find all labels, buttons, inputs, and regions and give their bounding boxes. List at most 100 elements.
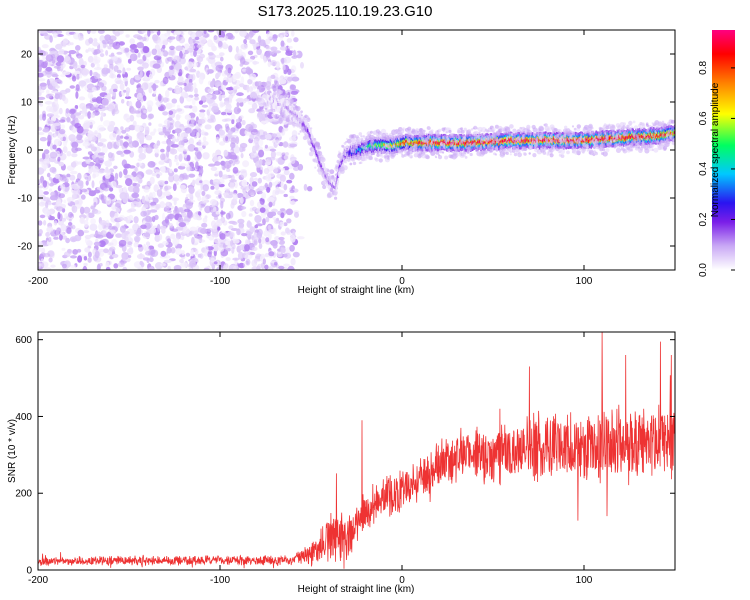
spectrogram-noise-cell [53, 220, 58, 226]
spectrogram-noise-cell [177, 144, 185, 153]
spectrogram-noise-cell [136, 59, 145, 65]
spectrogram-noise-cell [70, 255, 77, 259]
spectrogram-noise-cell [102, 228, 107, 235]
spectrogram-noise-cell [135, 100, 142, 109]
spectrogram-noise-cell [46, 113, 55, 117]
spectrogram-noise-cell [214, 190, 222, 196]
spectrogram-noise-cell [267, 196, 275, 203]
spectrogram-noise-cell [93, 38, 98, 43]
spectrogram-noise-cell [45, 232, 50, 237]
spectrogram-noise-cell [118, 239, 127, 247]
spectrogram-noise-cell [220, 111, 227, 116]
spectrogram-noise-cell [110, 180, 117, 188]
spectrogram-noise-cell [290, 84, 296, 90]
spectrogram-noise-cell [79, 73, 83, 79]
spectrogram-halo-cell [369, 156, 373, 161]
spectrogram-noise-cell [286, 179, 293, 184]
spectrogram-noise-cell [213, 238, 221, 244]
spectrogram-noise-cell [68, 109, 76, 115]
spectrogram-noise-cell [253, 238, 258, 246]
spectrogram-noise-cell [116, 216, 124, 222]
spectrogram-noise-cell [74, 147, 82, 152]
spectrogram-noise-cell [250, 55, 256, 60]
spectrogram-noise-cell [67, 198, 71, 204]
spectrogram-noise-cell [289, 244, 295, 252]
spectrogram-noise-cell [121, 232, 127, 240]
spectrogram-noise-cell [146, 100, 154, 108]
spectrogram-noise-cell [236, 97, 245, 103]
spectrogram-noise-cell [133, 235, 141, 243]
spectrogram-noise-cell [53, 104, 58, 112]
spectrogram-noise-cell [123, 77, 128, 82]
spectrogram-noise-cell [270, 74, 276, 80]
spectrogram-noise-cell [262, 258, 266, 265]
spectrogram-noise-cell [108, 152, 113, 159]
spectrogram-noise-cell [203, 267, 210, 270]
spectrogram-noise-cell [248, 73, 257, 81]
spectrogram-noise-cell [112, 88, 118, 93]
spectrogram-noise-cell [89, 69, 93, 77]
spectrogram-noise-cell [270, 211, 277, 217]
spectrogram-noise-cell [41, 44, 49, 49]
figure-title: S173.2025.110.19.23.G10 [258, 3, 433, 20]
spectrogram-noise-cell [45, 54, 54, 62]
spectrogram-noise-cell [111, 203, 116, 210]
spectrogram-noise-cell [89, 223, 98, 231]
spectrogram-noise-cell [124, 127, 131, 132]
spectrogram-noise-cell [249, 226, 256, 233]
spectrogram-noise-cell [90, 205, 96, 210]
spectrogram-noise-cell [49, 77, 54, 82]
spectrogram-noise-cell [245, 258, 251, 266]
spectrogram-noise-cell [100, 105, 106, 109]
spectrogram-noise-cell [276, 217, 280, 222]
spectrogram-noise-cell [303, 183, 308, 191]
spectrogram-noise-cell [103, 187, 109, 192]
spectrogram-noise-cell [198, 211, 202, 216]
spectrogram-noise-cell [168, 71, 173, 78]
spectrogram-noise-cell [79, 206, 85, 215]
spectrogram-noise-cell [256, 108, 262, 112]
spectrogram-noise-cell [68, 211, 73, 218]
spectrogram-noise-cell [224, 123, 230, 129]
spectrogram-noise-cell [235, 121, 242, 129]
spectrogram-noise-cell [145, 194, 150, 202]
spectrogram-noise-cell [48, 257, 53, 263]
spectrogram-noise-cell [157, 224, 161, 232]
spectrogram-noise-cell [162, 97, 169, 103]
spectrogram-noise-cell [113, 263, 119, 269]
spectrogram-noise-cell [215, 149, 222, 156]
spectrogram-noise-cell [136, 113, 141, 118]
spectrogram-noise-cell [112, 253, 119, 258]
spectrogram-noise-cell [38, 78, 46, 82]
spectrogram-noise-cell [196, 44, 202, 48]
spectrogram-halo-cell [351, 134, 357, 139]
spectrogram-noise-cell [91, 86, 97, 92]
spectrogram-noise-cell [38, 167, 45, 175]
spectrogram-noise-cell [136, 42, 144, 49]
spectrogram-noise-cell [49, 166, 57, 173]
spectrogram-noise-cell [157, 243, 165, 248]
spectrogram-noise-cell [174, 120, 181, 129]
spectrogram-noise-cell [53, 133, 57, 138]
spectrogram-noise-cell [119, 83, 125, 91]
spectrogram-noise-cell [192, 179, 196, 187]
spectrogram-noise-cell [236, 92, 244, 97]
spectrogram-noise-cell [38, 100, 42, 106]
spectrogram-noise-cell [142, 257, 150, 261]
spectrogram-noise-cell [266, 56, 271, 60]
spectrogram-noise-cell [86, 30, 91, 35]
spectrogram-noise-cell [202, 141, 209, 146]
spectrogram-noise-cell [115, 199, 122, 206]
spectrogram-noise-cell [68, 218, 72, 222]
spectrogram-noise-cell [116, 129, 122, 136]
spectrogram-halo-cell [290, 101, 293, 104]
spectrogram-halo-cell [528, 152, 531, 155]
spectrogram-noise-cell [208, 53, 216, 60]
spectrogram-noise-cell [109, 246, 116, 252]
spectrogram-noise-cell [49, 182, 54, 187]
spectrogram-noise-cell [184, 114, 191, 120]
spectrogram-noise-cell [119, 192, 128, 200]
spectrogram-noise-cell [87, 212, 95, 219]
spectrogram-noise-cell [249, 199, 255, 207]
